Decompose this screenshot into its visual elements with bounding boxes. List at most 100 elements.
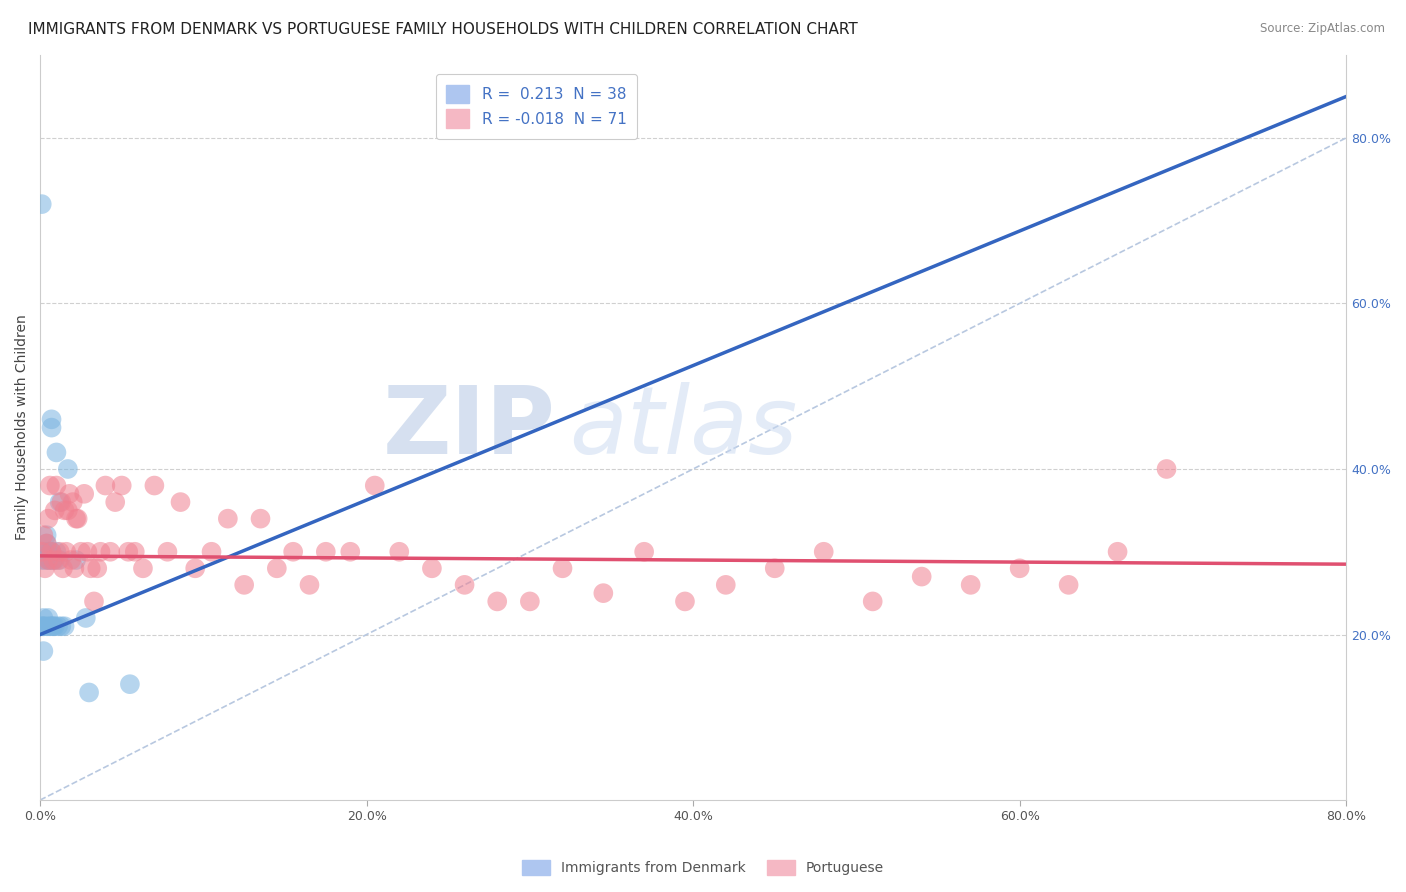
Text: ZIP: ZIP: [382, 382, 555, 474]
Point: [46, 619, 69, 633]
Point: [55, 545, 77, 559]
Point: [63, 561, 86, 575]
Point: [86, 561, 108, 575]
Point: [35, 528, 58, 542]
Point: [633, 545, 655, 559]
Point: [217, 511, 239, 525]
Point: [862, 594, 884, 608]
Point: [48, 553, 70, 567]
Point: [714, 578, 737, 592]
Point: [44, 503, 66, 517]
Point: [38, 478, 60, 492]
Point: [31, 545, 53, 559]
Point: [45, 478, 67, 492]
Point: [41, 545, 63, 559]
Point: [763, 561, 786, 575]
Point: [73, 487, 96, 501]
Point: [53, 503, 76, 517]
Point: [156, 545, 179, 559]
Point: [551, 561, 574, 575]
Point: [143, 478, 166, 492]
Point: [298, 578, 321, 592]
Point: [32, 611, 55, 625]
Point: [31, 619, 53, 633]
Text: Source: ZipAtlas.com: Source: ZipAtlas.com: [1260, 22, 1385, 36]
Point: [42, 553, 65, 567]
Point: [1107, 545, 1129, 559]
Point: [1057, 578, 1080, 592]
Point: [65, 511, 87, 525]
Point: [388, 545, 411, 559]
Point: [58, 487, 80, 501]
Point: [98, 545, 121, 559]
Point: [45, 545, 67, 559]
Point: [453, 578, 475, 592]
Point: [169, 495, 191, 509]
Point: [592, 586, 614, 600]
Point: [959, 578, 981, 592]
Point: [249, 511, 271, 525]
Point: [94, 478, 117, 492]
Point: [37, 545, 59, 559]
Point: [266, 561, 288, 575]
Point: [66, 511, 89, 525]
Point: [53, 619, 76, 633]
Point: [233, 578, 256, 592]
Point: [48, 545, 70, 559]
Y-axis label: Family Households with Children: Family Households with Children: [15, 315, 30, 541]
Point: [38, 619, 60, 633]
Legend: R =  0.213  N = 38, R = -0.018  N = 71: R = 0.213 N = 38, R = -0.018 N = 71: [436, 74, 637, 139]
Point: [38, 553, 60, 567]
Point: [56, 462, 79, 476]
Point: [132, 561, 155, 575]
Point: [911, 569, 934, 583]
Point: [117, 545, 139, 559]
Point: [31, 553, 53, 567]
Point: [339, 545, 361, 559]
Point: [38, 545, 60, 559]
Point: [32, 619, 55, 633]
Point: [41, 420, 63, 434]
Legend: Immigrants from Denmark, Portuguese: Immigrants from Denmark, Portuguese: [516, 855, 890, 880]
Point: [41, 619, 63, 633]
Point: [34, 553, 56, 567]
Point: [283, 545, 305, 559]
Point: [486, 594, 509, 608]
Point: [32, 644, 55, 658]
Point: [37, 611, 59, 625]
Point: [44, 619, 66, 633]
Point: [118, 677, 141, 691]
Point: [519, 594, 541, 608]
Point: [83, 594, 105, 608]
Point: [111, 478, 134, 492]
Point: [41, 412, 63, 426]
Point: [35, 619, 58, 633]
Point: [37, 553, 59, 567]
Point: [42, 553, 65, 567]
Point: [364, 478, 387, 492]
Point: [31, 197, 53, 211]
Point: [315, 545, 337, 559]
Point: [37, 553, 59, 567]
Point: [32, 619, 55, 633]
Text: atlas: atlas: [569, 382, 797, 473]
Point: [673, 594, 696, 608]
Point: [1156, 462, 1178, 476]
Point: [37, 511, 59, 525]
Point: [1008, 561, 1031, 575]
Point: [184, 561, 207, 575]
Point: [77, 685, 100, 699]
Point: [62, 495, 84, 509]
Point: [44, 553, 66, 567]
Point: [48, 495, 70, 509]
Point: [35, 536, 58, 550]
Point: [200, 545, 222, 559]
Point: [76, 545, 98, 559]
Point: [52, 561, 75, 575]
Point: [42, 619, 65, 633]
Point: [41, 545, 63, 559]
Point: [70, 545, 93, 559]
Point: [46, 553, 69, 567]
Point: [75, 611, 97, 625]
Point: [65, 553, 87, 567]
